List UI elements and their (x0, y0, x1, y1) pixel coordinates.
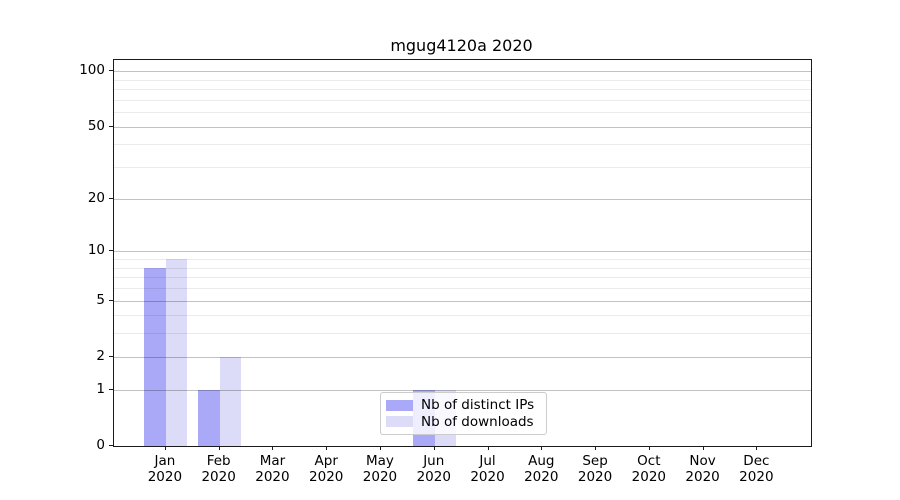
gridline-minor-7 (114, 277, 811, 279)
gridline-minor-80 (114, 89, 811, 91)
x-tick-oct (648, 446, 650, 450)
bar-feb-nb-of-downloads (219, 356, 242, 446)
gridline-major-100 (114, 71, 811, 73)
x-tick-sep (595, 446, 597, 450)
y-tick-100 (109, 70, 113, 72)
x-tick-jan (164, 446, 166, 450)
x-tick-label-feb: Feb 2020 (201, 453, 236, 485)
x-tick-label-may: May 2020 (362, 453, 398, 485)
bar-jan-nb-of-downloads (165, 259, 188, 446)
y-tick-5 (109, 299, 113, 301)
y-tick-label-10: 10 (87, 242, 105, 259)
legend-item-downloads: Nb of downloads (386, 414, 540, 431)
gridline-minor-30 (114, 167, 811, 169)
gridline-minor-8 (114, 267, 811, 269)
x-tick-label-sep: Sep 2020 (577, 453, 613, 485)
y-tick-label-20: 20 (87, 189, 105, 206)
x-tick-label-mar: Mar 2020 (255, 453, 290, 485)
y-tick-20 (109, 197, 113, 199)
gridline-minor-6 (114, 287, 811, 289)
gridline-major-2 (114, 356, 811, 358)
x-tick-feb (218, 446, 220, 450)
bar-feb-nb-of-distinct-ips (198, 389, 220, 446)
y-tick-label-5: 5 (96, 291, 105, 308)
gridline-minor-90 (114, 79, 811, 81)
legend-swatch-distinct-ips (386, 399, 413, 411)
gridline-major-50 (114, 126, 811, 128)
gridline-minor-4 (114, 315, 811, 317)
x-tick-label-apr: Apr 2020 (309, 453, 344, 485)
gridline-minor-40 (114, 144, 811, 146)
x-tick-jul (487, 446, 489, 450)
gridline-minor-3 (114, 333, 811, 335)
gridline-major-20 (114, 198, 811, 200)
y-tick-label-100: 100 (79, 62, 105, 79)
x-tick-mar (272, 446, 274, 450)
gridline-major-10 (114, 251, 811, 253)
x-tick-dec (756, 446, 758, 450)
legend-item-distinct-ips: Nb of distinct IPs (386, 397, 540, 414)
x-tick-label-aug: Aug 2020 (524, 453, 559, 485)
x-tick-label-jul: Jul 2020 (470, 453, 505, 485)
y-tick-label-2: 2 (96, 347, 105, 364)
y-tick-2 (109, 355, 113, 357)
y-tick-0 (109, 445, 113, 446)
gridline-minor-60 (114, 112, 811, 114)
gridline-major-1 (114, 389, 811, 391)
y-tick-10 (109, 250, 113, 252)
x-tick-aug (541, 446, 543, 450)
x-tick-label-oct: Oct 2020 (631, 453, 666, 485)
plot-area (113, 59, 812, 447)
gridline-minor-9 (114, 259, 811, 261)
gridline-minor-70 (114, 99, 811, 101)
y-tick-50 (109, 125, 113, 127)
x-tick-may (379, 446, 381, 450)
y-tick-label-1: 1 (96, 380, 105, 397)
x-tick-nov (702, 446, 704, 450)
x-tick-apr (326, 446, 328, 450)
x-tick-label-jun: Jun 2020 (416, 453, 451, 485)
x-tick-label-jan: Jan 2020 (147, 453, 183, 485)
x-tick-jun (433, 446, 435, 450)
bar-jan-nb-of-distinct-ips (144, 267, 166, 446)
x-tick-label-dec: Dec 2020 (739, 453, 774, 485)
y-tick-1 (109, 388, 113, 390)
chart-title: mgug4120a 2020 (390, 36, 533, 55)
legend-swatch-downloads (386, 416, 413, 428)
y-tick-label-50: 50 (87, 117, 105, 134)
legend-label-distinct-ips: Nb of distinct IPs (421, 397, 535, 414)
legend: Nb of distinct IPs Nb of downloads (380, 392, 547, 435)
gridline-major-5 (114, 300, 811, 302)
legend-label-downloads: Nb of downloads (421, 413, 534, 430)
x-tick-label-nov: Nov 2020 (685, 453, 720, 485)
y-tick-label-0: 0 (96, 437, 105, 453)
